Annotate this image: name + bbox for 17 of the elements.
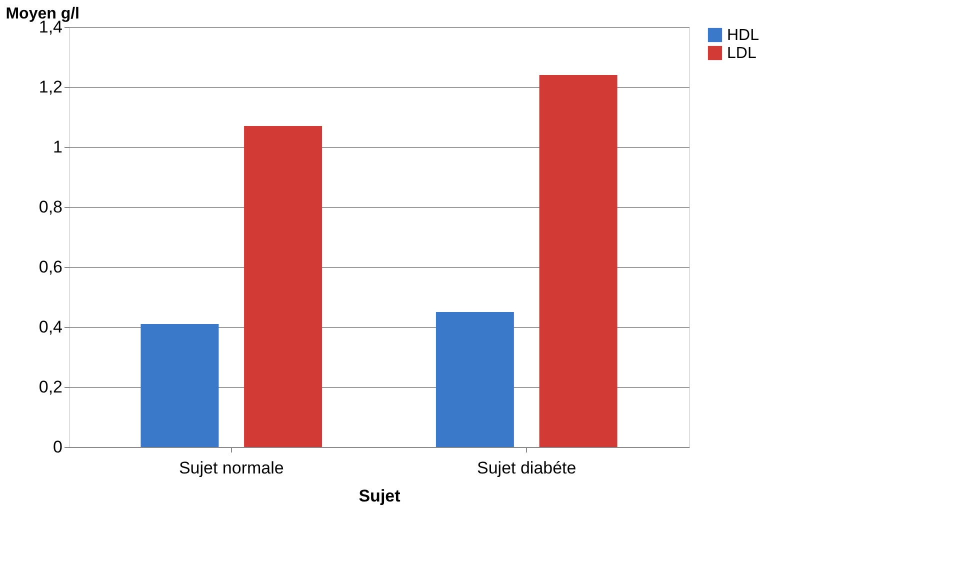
bar	[436, 312, 514, 447]
x-tick-label: Sujet normale	[178, 458, 284, 478]
y-tick-label: 0,2	[38, 378, 62, 396]
x-axis-title: Sujet	[358, 486, 401, 506]
bar	[140, 324, 219, 447]
y-tick-label: 1,2	[38, 78, 62, 96]
y-tick-label: 0,6	[38, 258, 62, 276]
x-tick-label: Sujet diabéte	[476, 458, 576, 478]
y-tick-label: 0,4	[38, 318, 62, 336]
bar	[539, 75, 618, 447]
bar	[244, 126, 322, 447]
y-tick-label: 0,8	[38, 198, 62, 216]
y-tick-label: 1,4	[38, 18, 62, 36]
y-tick-label: 1	[53, 138, 62, 156]
legend-label: LDL	[727, 45, 756, 62]
legend-label: HDL	[727, 27, 760, 44]
y-tick-label: 0	[53, 438, 62, 456]
